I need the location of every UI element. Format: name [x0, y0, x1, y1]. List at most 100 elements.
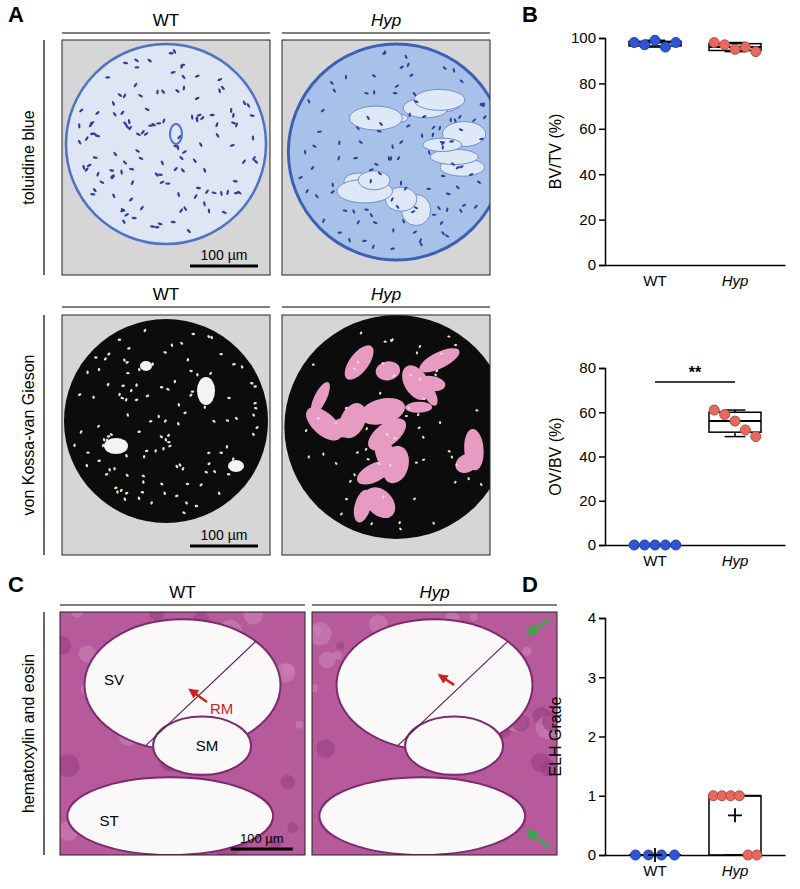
cell: [218, 88, 222, 94]
data-point: [671, 540, 681, 550]
scale-bar: [190, 545, 258, 548]
cell: [194, 74, 200, 78]
image-frame: [282, 315, 490, 555]
cell: [99, 180, 105, 185]
data-point: [752, 850, 762, 860]
tick-label: WT: [643, 552, 666, 569]
cell: [195, 117, 199, 123]
tissue: [60, 612, 305, 855]
significance-label: **: [689, 364, 702, 381]
cell: [207, 451, 211, 454]
cell: [145, 449, 149, 452]
cell: [162, 447, 165, 451]
tissue-texture: [316, 739, 335, 758]
cell: [400, 181, 402, 186]
cell: [73, 443, 76, 447]
axis-line: [599, 39, 606, 266]
cell: [234, 416, 238, 420]
cell: [353, 367, 357, 371]
osteoid-patch: [417, 374, 446, 393]
data-point: [670, 850, 680, 860]
header-rule: [60, 604, 305, 605]
cell: [439, 421, 441, 424]
cell: [370, 522, 374, 526]
cell: [304, 429, 308, 433]
cell: [147, 58, 153, 63]
tick-mark: [599, 736, 605, 738]
cell: [126, 413, 129, 417]
cell: [229, 143, 235, 147]
cell: [421, 133, 424, 138]
cell: [108, 468, 112, 472]
cell: [377, 130, 382, 133]
osteoid-patch: [405, 402, 432, 413]
cell: [95, 110, 101, 115]
canal: [197, 377, 215, 405]
image-background: [62, 315, 270, 555]
osteoid-patch: [339, 341, 379, 385]
cell: [469, 172, 474, 176]
tissue-texture: [287, 822, 298, 833]
cell: [253, 385, 257, 388]
cell: [450, 117, 452, 122]
tissue-texture: [149, 612, 165, 620]
cell: [198, 142, 203, 148]
scale-bar-label: 100 µm: [201, 247, 248, 263]
cell: [439, 220, 444, 225]
cell: [458, 128, 463, 132]
cell: [178, 463, 182, 467]
cell: [204, 470, 208, 474]
cell: [444, 234, 449, 238]
reissner-membrane: [398, 641, 508, 745]
tissue-texture: [470, 613, 478, 621]
cell: [183, 411, 187, 414]
cell: [383, 340, 386, 343]
image-frame: [62, 315, 270, 555]
cell: [109, 432, 113, 436]
scale-bar: [231, 848, 293, 851]
cell: [449, 140, 454, 143]
tick-label: 0: [588, 536, 596, 553]
cell: [212, 419, 216, 423]
cell: [124, 212, 130, 217]
cell: [142, 480, 145, 484]
tick-label: 60: [579, 120, 596, 137]
cell: [404, 54, 408, 59]
data-point: [671, 38, 681, 48]
cell: [209, 371, 213, 375]
cell: [452, 68, 455, 73]
y-axis: 020406080100: [571, 29, 606, 273]
cell: [345, 75, 347, 80]
cell: [162, 118, 166, 124]
cell: [166, 433, 170, 437]
cell: [408, 112, 411, 117]
cell: [163, 351, 167, 355]
tick-mark: [599, 677, 605, 679]
bone-section: [66, 44, 266, 244]
cell: [337, 231, 342, 234]
cell: [163, 491, 167, 495]
cell: [203, 167, 207, 173]
cell: [176, 145, 179, 151]
cell: [150, 225, 155, 228]
cell: [79, 108, 85, 113]
cell: [369, 168, 374, 172]
panel-letter: D: [522, 572, 538, 597]
cell: [419, 241, 423, 246]
data-point: [660, 42, 670, 52]
cell: [332, 88, 337, 93]
cell: [183, 206, 188, 212]
cell: [159, 435, 163, 439]
cell: [435, 369, 439, 373]
osteoid-patch: [359, 481, 402, 524]
cell: [166, 387, 170, 391]
cell: [461, 203, 466, 207]
cell: [156, 122, 161, 125]
cell: [110, 174, 115, 179]
tick-label: Hyp: [722, 272, 749, 289]
cell: [455, 185, 460, 190]
scale-bar-label: 100 µm: [201, 527, 248, 543]
cell: [454, 344, 457, 346]
cell: [112, 193, 116, 199]
cell: [92, 156, 97, 159]
